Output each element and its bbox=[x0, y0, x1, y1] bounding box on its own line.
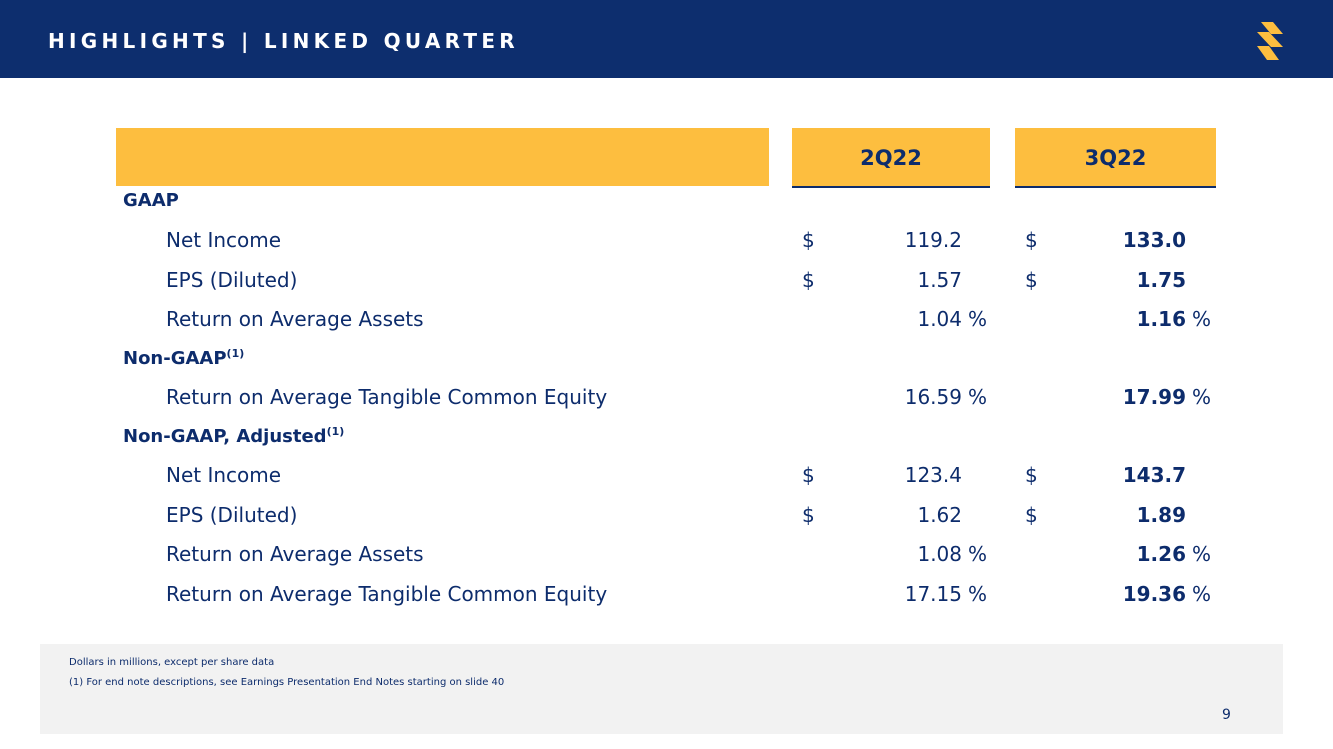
percent-sign: % bbox=[1192, 542, 1212, 566]
value-3q22: 1.26 bbox=[1136, 542, 1186, 566]
value-3q22: 1.16 bbox=[1136, 307, 1186, 331]
value-2q22: 1.57 bbox=[917, 267, 962, 292]
row-label: Return on Average Assets bbox=[166, 307, 424, 331]
footnote-endnotes: (1) For end note descriptions, see Earni… bbox=[69, 677, 505, 688]
percent-sign: % bbox=[968, 581, 988, 606]
currency-symbol: $ bbox=[1025, 228, 1038, 252]
row-label: EPS (Diluted) bbox=[166, 502, 298, 527]
value-3q22: 133.0 bbox=[1122, 228, 1186, 252]
currency-symbol: $ bbox=[802, 502, 815, 527]
slide-header: HIGHLIGHTS | LINKED QUARTER bbox=[0, 0, 1333, 78]
currency-symbol: $ bbox=[802, 228, 815, 252]
value-2q22: 1.62 bbox=[917, 502, 962, 527]
value-3q22: 143.7 bbox=[1122, 463, 1186, 487]
value-2q22: 119.2 bbox=[904, 228, 962, 252]
section-heading: Non-GAAP(1) bbox=[123, 347, 244, 369]
currency-symbol: $ bbox=[802, 463, 815, 487]
section-heading: GAAP bbox=[123, 190, 179, 211]
value-3q22: 17.99 bbox=[1122, 385, 1186, 409]
column-header-3q22: 3Q22 bbox=[1084, 146, 1147, 170]
value-2q22: 123.4 bbox=[904, 463, 962, 487]
value-2q22: 1.08 bbox=[917, 542, 962, 566]
value-3q22: 19.36 bbox=[1122, 581, 1186, 606]
percent-sign: % bbox=[968, 307, 988, 331]
row-label: Return on Average Tangible Common Equity bbox=[166, 385, 608, 409]
currency-symbol: $ bbox=[1025, 463, 1038, 487]
row-label: Net Income bbox=[166, 463, 282, 487]
percent-sign: % bbox=[1192, 307, 1212, 331]
row-label: Return on Average Tangible Common Equity bbox=[166, 581, 608, 606]
percent-sign: % bbox=[968, 542, 988, 566]
value-2q22: 16.59 bbox=[904, 385, 962, 409]
column-header-2q22: 2Q22 bbox=[860, 146, 922, 170]
column-header-bg-3q22 bbox=[1015, 128, 1216, 188]
section-title: Non-GAAP bbox=[123, 348, 227, 369]
currency-symbol: $ bbox=[1025, 502, 1038, 527]
bank-s-logo-icon bbox=[1257, 22, 1283, 60]
row-label: Return on Average Assets bbox=[166, 542, 424, 566]
value-3q22: 1.75 bbox=[1136, 267, 1186, 292]
column-header-bg-2q22 bbox=[792, 128, 990, 188]
value-2q22: 1.04 bbox=[917, 307, 962, 331]
value-3q22: 1.89 bbox=[1136, 502, 1186, 527]
section-title: Non-GAAP, Adjusted bbox=[123, 426, 327, 447]
section-footnote-ref: (1) bbox=[226, 347, 245, 360]
percent-sign: % bbox=[1192, 385, 1212, 409]
currency-symbol: $ bbox=[802, 267, 815, 292]
row-label: Net Income bbox=[166, 228, 282, 252]
percent-sign: % bbox=[1192, 581, 1212, 606]
footnote-box bbox=[40, 644, 1283, 734]
percent-sign: % bbox=[968, 385, 988, 409]
slide-title: HIGHLIGHTS | LINKED QUARTER bbox=[48, 29, 520, 53]
section-footnote-ref: (1) bbox=[326, 425, 345, 438]
currency-symbol: $ bbox=[1025, 267, 1038, 292]
footnote-units: Dollars in millions, except per share da… bbox=[69, 657, 275, 668]
table-header-bar bbox=[116, 128, 769, 186]
section-title: GAAP bbox=[123, 190, 179, 211]
page-number: 9 bbox=[1222, 707, 1231, 723]
section-heading: Non-GAAP, Adjusted(1) bbox=[123, 425, 344, 447]
row-label: EPS (Diluted) bbox=[166, 267, 298, 292]
value-2q22: 17.15 bbox=[904, 581, 962, 606]
